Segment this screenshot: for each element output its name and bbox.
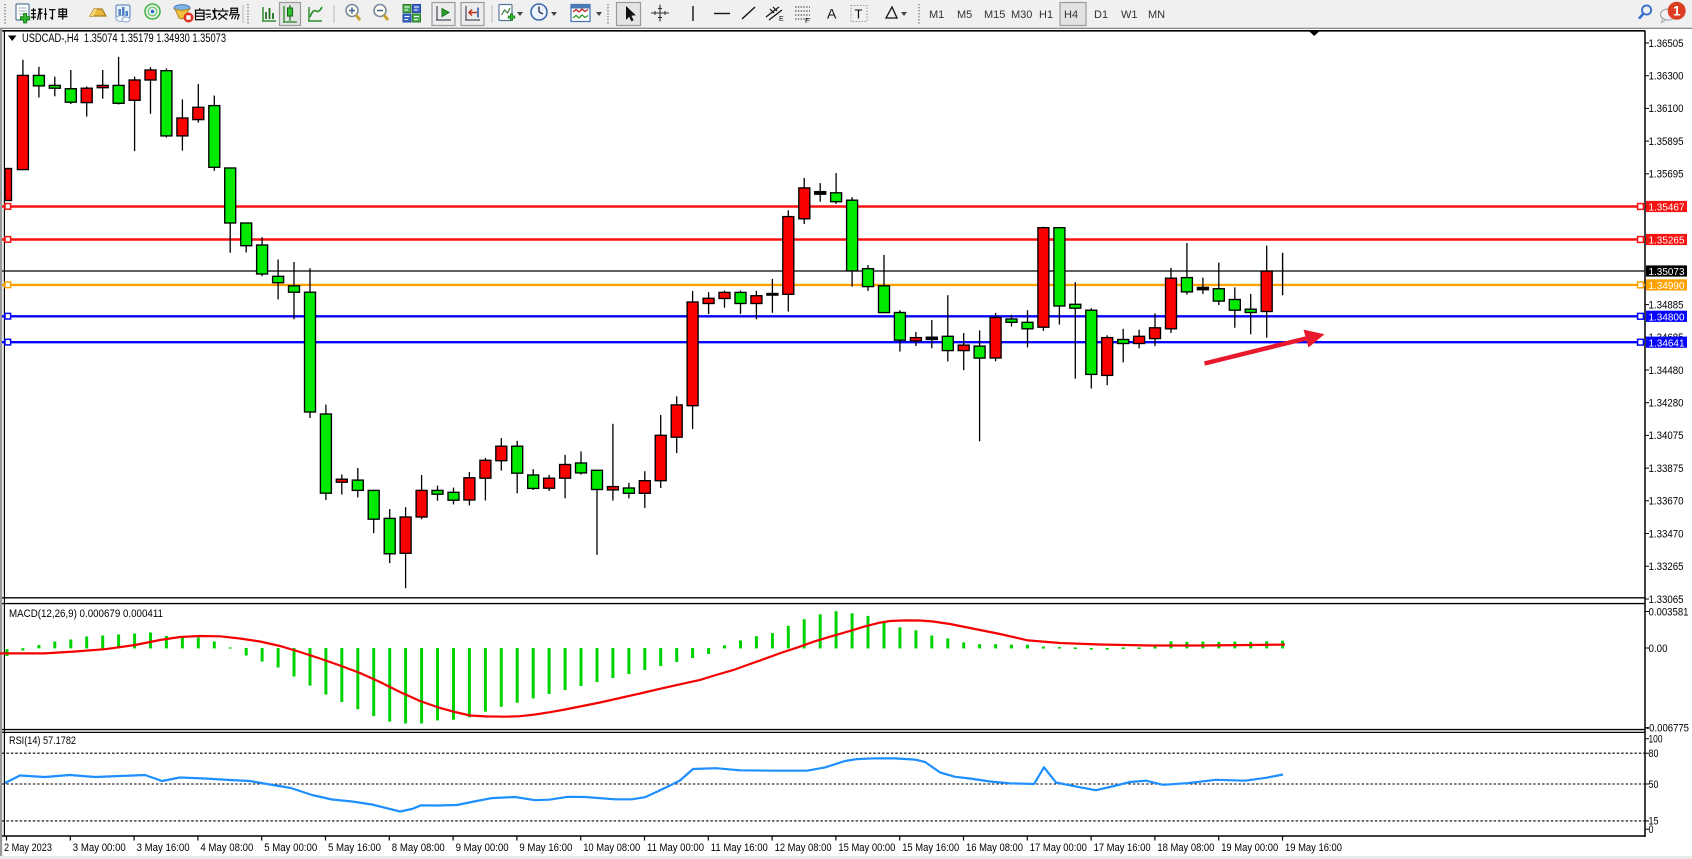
svg-text:M1: M1: [929, 9, 944, 21]
svg-text:15 May 00:00: 15 May 00:00: [838, 842, 895, 854]
svg-text:2 May 2023: 2 May 2023: [4, 842, 52, 854]
svg-text:W1: W1: [1121, 9, 1138, 21]
svg-text:10 May 08:00: 10 May 08:00: [583, 842, 640, 854]
svg-text:MACD(12,26,9) 0.000679 0.00041: MACD(12,26,9) 0.000679 0.000411: [9, 608, 163, 620]
svg-text:1.35265: 1.35265: [1649, 235, 1685, 247]
svg-text:11 May 00:00: 11 May 00:00: [647, 842, 704, 854]
svg-text:M30: M30: [1011, 9, 1032, 21]
svg-text:1.34280: 1.34280: [1649, 398, 1684, 410]
svg-text:18 May 08:00: 18 May 08:00: [1157, 842, 1214, 854]
svg-text:1.34990: 1.34990: [1649, 280, 1685, 292]
svg-text:MN: MN: [1148, 9, 1165, 21]
svg-text:8 May 08:00: 8 May 08:00: [392, 842, 445, 854]
svg-text:1.34885: 1.34885: [1649, 299, 1684, 311]
svg-text:F: F: [805, 16, 810, 25]
svg-text:17 May 00:00: 17 May 00:00: [1030, 842, 1087, 854]
svg-text:0.00: 0.00: [1649, 643, 1668, 655]
svg-text:1.33670: 1.33670: [1649, 496, 1684, 508]
svg-text:19 May 00:00: 19 May 00:00: [1221, 842, 1278, 854]
svg-text:9 May 00:00: 9 May 00:00: [456, 842, 509, 854]
svg-text:1.35467: 1.35467: [1649, 202, 1685, 214]
svg-text:11 May 16:00: 11 May 16:00: [711, 842, 768, 854]
svg-text:15 May 16:00: 15 May 16:00: [902, 842, 959, 854]
svg-text:100: 100: [1649, 734, 1663, 746]
svg-text:12 May 08:00: 12 May 08:00: [775, 842, 832, 854]
svg-text:5 May 16:00: 5 May 16:00: [328, 842, 381, 854]
svg-text:H1: H1: [1039, 9, 1053, 21]
svg-text:D1: D1: [1094, 9, 1108, 21]
svg-text:1.35073: 1.35073: [1649, 266, 1685, 278]
svg-text:A: A: [827, 6, 837, 22]
svg-text:E: E: [779, 16, 784, 23]
svg-text:1.33065: 1.33065: [1649, 594, 1684, 606]
svg-text:1.36100: 1.36100: [1649, 103, 1684, 115]
svg-text:USDCAD-,H4 1.35074 1.35179 1.: USDCAD-,H4 1.35074 1.35179 1.34930 1.350…: [22, 33, 226, 45]
svg-text:0.003581: 0.003581: [1649, 606, 1689, 618]
svg-text:15: 15: [1649, 816, 1659, 828]
svg-text:1.36505: 1.36505: [1649, 38, 1684, 50]
svg-text:RSI(14) 57.1782: RSI(14) 57.1782: [9, 735, 76, 747]
svg-text:1.34075: 1.34075: [1649, 430, 1684, 442]
svg-text:1.33470: 1.33470: [1649, 528, 1684, 540]
svg-text:19 May 16:00: 19 May 16:00: [1285, 842, 1342, 854]
svg-text:17 May 16:00: 17 May 16:00: [1094, 842, 1151, 854]
svg-text:3 May 00:00: 3 May 00:00: [73, 842, 126, 854]
svg-text:1: 1: [1673, 3, 1681, 18]
svg-text:1.35895: 1.35895: [1649, 136, 1684, 148]
svg-text:9 May 16:00: 9 May 16:00: [519, 842, 572, 854]
svg-text:0: 0: [1649, 824, 1654, 836]
svg-text:4 May 08:00: 4 May 08:00: [200, 842, 253, 854]
svg-text:1.33875: 1.33875: [1649, 463, 1684, 475]
svg-text:M15: M15: [984, 9, 1005, 21]
svg-text:H4: H4: [1064, 9, 1078, 21]
svg-text:5 May 00:00: 5 May 00:00: [264, 842, 317, 854]
svg-text:3 May 16:00: 3 May 16:00: [137, 842, 190, 854]
svg-text:1.34480: 1.34480: [1649, 365, 1684, 377]
svg-text:-0.006775: -0.006775: [1646, 722, 1689, 734]
svg-text:1.33265: 1.33265: [1649, 561, 1684, 573]
svg-text:T: T: [855, 7, 863, 22]
svg-text:80: 80: [1649, 748, 1659, 760]
svg-text:1.34641: 1.34641: [1649, 337, 1685, 349]
svg-text:1.36300: 1.36300: [1649, 71, 1684, 83]
svg-text:16 May 08:00: 16 May 08:00: [966, 842, 1023, 854]
svg-text:1.34800: 1.34800: [1649, 312, 1685, 324]
svg-text:M5: M5: [957, 9, 972, 21]
svg-text:1.35695: 1.35695: [1649, 169, 1684, 181]
svg-text:50: 50: [1649, 779, 1659, 791]
